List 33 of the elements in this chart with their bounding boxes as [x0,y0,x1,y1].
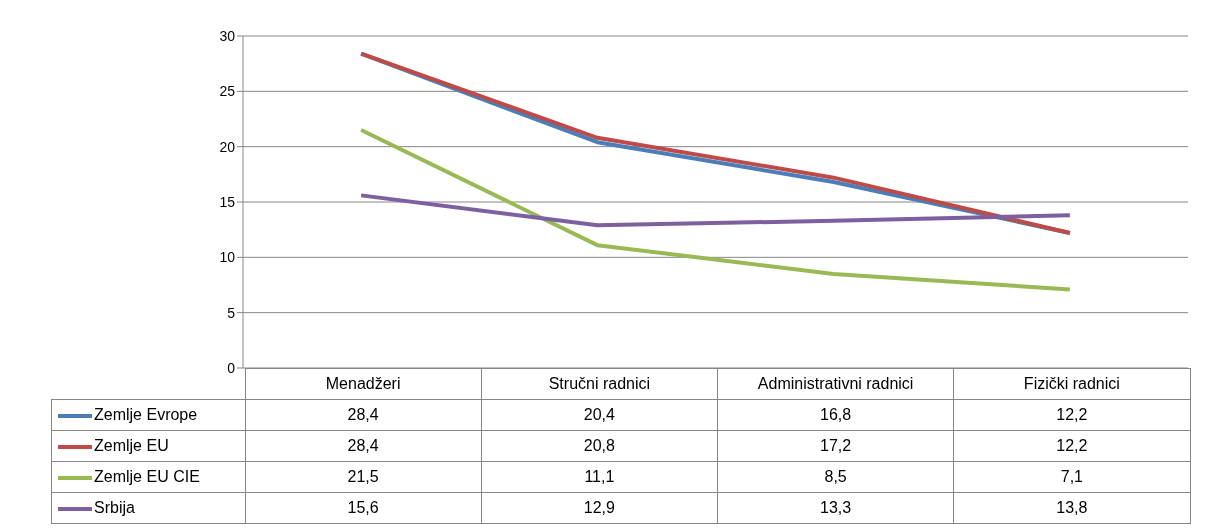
data-label: 13,8 [953,492,1190,524]
data-label: 8,5 [717,461,954,493]
y-tick-label: 30 [219,27,236,44]
data-label: 12,2 [953,430,1190,462]
data-label: 28,4 [245,399,482,431]
y-tick-label: 15 [219,193,236,210]
data-label: 21,5 [245,461,482,493]
line-series [359,128,1072,292]
data-label: 28,4 [245,430,482,462]
data-label: 12,9 [481,492,718,524]
y-tick-label: 10 [219,249,236,266]
x-tick-label: Menadžeri [245,368,482,400]
y-tick-label: 0 [227,359,236,376]
x-tick-label: Stručni radnici [481,368,718,400]
legend-label: Zemlje EU CIE [94,468,200,485]
x-tick-label: Administrativni radnici [717,368,954,400]
legend-label: Srbija [94,499,135,516]
y-tick-label: 5 [227,304,236,321]
data-label: 20,8 [481,430,718,462]
legend-label: Zemlje EU [94,437,169,454]
data-label: 13,3 [717,492,954,524]
legend-label: Zemlje Evrope [94,406,198,423]
data-label: 15,6 [245,492,482,524]
data-label: 11,1 [481,461,718,493]
y-tick-label: 25 [219,83,236,100]
x-tick-label: Fizički radnici [953,368,1190,400]
data-label: 16,8 [717,399,954,431]
data-label: 17,2 [717,430,954,462]
data-label: 7,1 [953,461,1190,493]
data-label: 20,4 [481,399,718,431]
line-series [359,193,1072,228]
data-label: 12,2 [953,399,1190,431]
y-tick-label: 20 [219,138,236,155]
